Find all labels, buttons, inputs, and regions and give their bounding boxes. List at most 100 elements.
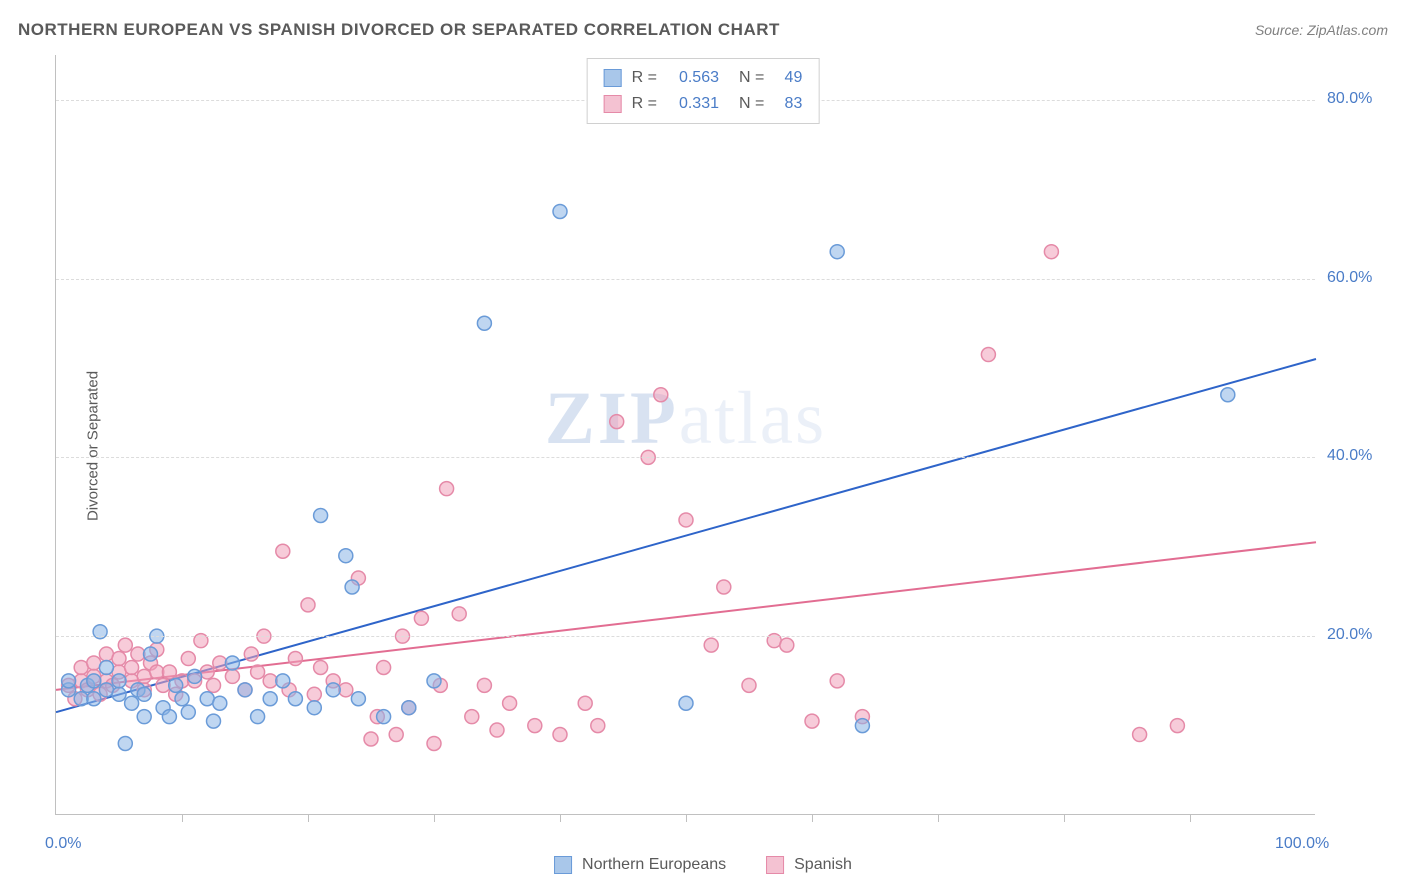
scatter-point (528, 719, 542, 733)
scatter-point (503, 696, 517, 710)
stats-n-value: 83 (774, 95, 802, 113)
stats-r-value: 0.331 (667, 95, 719, 113)
scatter-point (62, 674, 76, 688)
scatter-point (351, 692, 365, 706)
scatter-point (307, 701, 321, 715)
x-tick (1064, 814, 1065, 822)
legend-item: Spanish (766, 856, 852, 874)
series-swatch-icon (604, 69, 622, 87)
scatter-point (553, 728, 567, 742)
stats-n-value: 49 (774, 69, 802, 87)
scatter-point (162, 710, 176, 724)
scatter-point (981, 348, 995, 362)
scatter-point (591, 719, 605, 733)
scatter-point (225, 669, 239, 683)
scatter-point (389, 728, 403, 742)
x-tick (812, 814, 813, 822)
scatter-point (87, 692, 101, 706)
legend-item: Northern Europeans (554, 856, 726, 874)
x-tick (182, 814, 183, 822)
stats-r-label: R = (632, 95, 657, 113)
scatter-point (125, 660, 139, 674)
legend-label: Northern Europeans (582, 856, 726, 874)
scatter-point (118, 736, 132, 750)
y-tick-label: 80.0% (1327, 90, 1372, 108)
chart-container: NORTHERN EUROPEAN VS SPANISH DIVORCED OR… (0, 0, 1406, 892)
scatter-point (301, 598, 315, 612)
x-tick-label: 100.0% (1275, 835, 1329, 853)
gridline-horizontal (56, 279, 1315, 280)
scatter-point (307, 687, 321, 701)
scatter-point (263, 692, 277, 706)
trend-line (56, 359, 1316, 712)
scatter-point (87, 674, 101, 688)
scatter-point (440, 482, 454, 496)
scatter-point (251, 710, 265, 724)
scatter-point (175, 692, 189, 706)
scatter-point (339, 549, 353, 563)
scatter-point (1044, 245, 1058, 259)
scatter-point (276, 544, 290, 558)
stats-row: R = 0.331 N = 83 (604, 91, 803, 117)
stats-r-label: R = (632, 69, 657, 87)
scatter-point (314, 660, 328, 674)
stats-row: R = 0.563 N = 49 (604, 65, 803, 91)
scatter-point (118, 638, 132, 652)
scatter-point (181, 705, 195, 719)
scatter-point (855, 719, 869, 733)
scatter-point (364, 732, 378, 746)
scatter-point (112, 652, 126, 666)
scatter-point (288, 692, 302, 706)
x-tick (560, 814, 561, 822)
scatter-point (345, 580, 359, 594)
y-tick-label: 40.0% (1327, 447, 1372, 465)
plot-area: ZIPatlas (55, 55, 1315, 815)
scatter-point (679, 513, 693, 527)
scatter-point (377, 710, 391, 724)
scatter-point (225, 656, 239, 670)
scatter-point (477, 316, 491, 330)
scatter-point (137, 687, 151, 701)
scatter-point (207, 714, 221, 728)
scatter-point (830, 245, 844, 259)
scatter-point (125, 696, 139, 710)
scatter-point (742, 678, 756, 692)
scatter-point (402, 701, 416, 715)
x-tick (308, 814, 309, 822)
x-tick (938, 814, 939, 822)
scatter-point (169, 678, 183, 692)
stats-r-value: 0.563 (667, 69, 719, 87)
scatter-point (452, 607, 466, 621)
stats-legend-box: R = 0.563 N = 49 R = 0.331 N = 83 (587, 58, 820, 124)
scatter-point (188, 669, 202, 683)
chart-title: NORTHERN EUROPEAN VS SPANISH DIVORCED OR… (18, 20, 780, 40)
stats-n-label: N = (739, 95, 764, 113)
gridline-horizontal (56, 457, 1315, 458)
legend-swatch-icon (554, 856, 572, 874)
legend-label: Spanish (794, 856, 852, 874)
stats-n-label: N = (739, 69, 764, 87)
scatter-point (251, 665, 265, 679)
scatter-point (1221, 388, 1235, 402)
scatter-point (610, 415, 624, 429)
scatter-point (490, 723, 504, 737)
scatter-point (181, 652, 195, 666)
scatter-point (553, 204, 567, 218)
scatter-point (137, 710, 151, 724)
scatter-plot-svg (56, 55, 1315, 814)
x-tick (1190, 814, 1191, 822)
legend-swatch-icon (766, 856, 784, 874)
scatter-point (679, 696, 693, 710)
scatter-point (144, 647, 158, 661)
scatter-point (276, 674, 290, 688)
scatter-point (477, 678, 491, 692)
scatter-point (112, 674, 126, 688)
scatter-point (427, 674, 441, 688)
scatter-point (465, 710, 479, 724)
scatter-point (654, 388, 668, 402)
x-tick (434, 814, 435, 822)
scatter-point (314, 508, 328, 522)
scatter-point (780, 638, 794, 652)
scatter-point (717, 580, 731, 594)
y-tick-label: 20.0% (1327, 626, 1372, 644)
